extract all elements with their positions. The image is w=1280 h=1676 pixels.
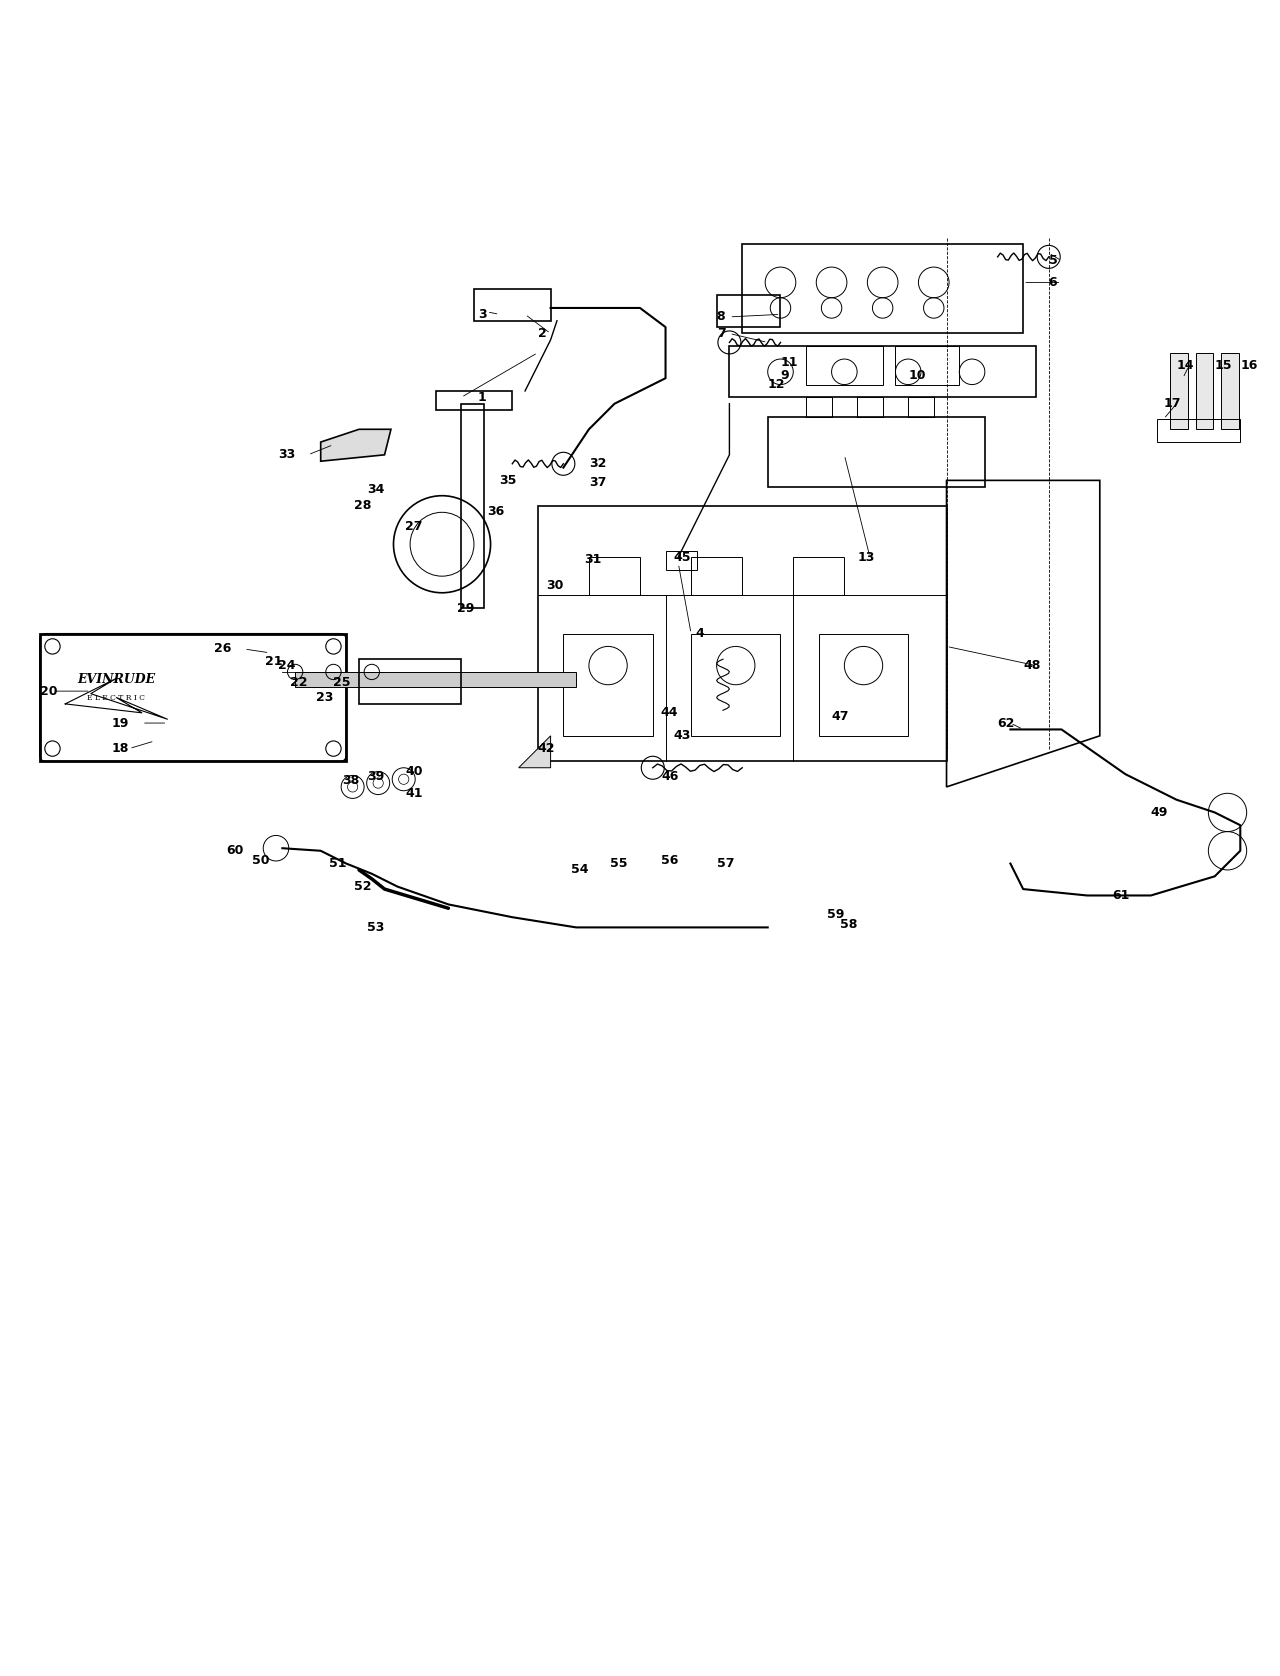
Bar xyxy=(666,551,698,570)
Text: 58: 58 xyxy=(840,918,858,932)
Text: 22: 22 xyxy=(291,675,308,689)
Bar xyxy=(538,506,946,761)
Text: 38: 38 xyxy=(342,774,358,788)
Text: 23: 23 xyxy=(316,691,334,704)
Text: 46: 46 xyxy=(660,771,678,783)
Text: 34: 34 xyxy=(367,483,384,496)
Bar xyxy=(589,556,640,595)
Text: 29: 29 xyxy=(457,602,474,615)
Text: 47: 47 xyxy=(832,711,849,722)
Text: 4: 4 xyxy=(695,627,704,640)
Bar xyxy=(806,397,832,417)
Text: 11: 11 xyxy=(781,357,797,369)
Text: 40: 40 xyxy=(406,764,422,778)
Text: 2: 2 xyxy=(538,327,547,340)
Bar xyxy=(691,634,781,736)
Bar xyxy=(730,347,1036,397)
Text: 59: 59 xyxy=(827,908,845,922)
Text: 60: 60 xyxy=(227,845,244,856)
Text: E L E C T R I C: E L E C T R I C xyxy=(87,694,146,702)
Bar xyxy=(896,347,959,384)
Bar xyxy=(1196,352,1213,429)
Text: 57: 57 xyxy=(717,856,735,870)
Text: 19: 19 xyxy=(111,717,129,729)
Bar xyxy=(691,556,742,595)
Text: 20: 20 xyxy=(40,684,58,697)
Text: 50: 50 xyxy=(252,855,270,868)
Text: 6: 6 xyxy=(1048,277,1057,288)
Bar xyxy=(40,634,346,761)
Text: 35: 35 xyxy=(499,474,517,486)
Text: 37: 37 xyxy=(589,476,607,489)
Text: 30: 30 xyxy=(547,578,563,592)
Bar xyxy=(1221,352,1239,429)
Bar xyxy=(296,672,576,687)
Text: 45: 45 xyxy=(673,550,691,563)
Bar xyxy=(742,245,1023,334)
Text: EVINRUDE: EVINRUDE xyxy=(77,674,155,685)
Bar xyxy=(1170,352,1188,429)
Text: 61: 61 xyxy=(1112,888,1130,902)
Text: 5: 5 xyxy=(1048,255,1057,266)
Bar xyxy=(1157,419,1240,442)
Bar xyxy=(358,659,461,704)
Polygon shape xyxy=(518,736,550,768)
Text: 24: 24 xyxy=(278,659,296,672)
Text: 44: 44 xyxy=(660,706,678,719)
Bar xyxy=(806,347,883,384)
Text: 54: 54 xyxy=(571,863,589,877)
Text: 32: 32 xyxy=(589,458,607,471)
Text: 31: 31 xyxy=(584,553,602,566)
Text: 3: 3 xyxy=(479,308,486,320)
Bar xyxy=(461,404,484,608)
Text: 42: 42 xyxy=(538,742,556,756)
Text: 8: 8 xyxy=(717,310,726,323)
Text: 39: 39 xyxy=(367,771,384,783)
Text: 26: 26 xyxy=(214,642,232,655)
Text: 43: 43 xyxy=(673,729,691,742)
Text: 41: 41 xyxy=(406,786,422,799)
Bar xyxy=(858,397,883,417)
Bar xyxy=(819,634,909,736)
Text: 14: 14 xyxy=(1176,359,1194,372)
Text: 1: 1 xyxy=(477,391,486,404)
Text: 36: 36 xyxy=(486,504,504,518)
Bar xyxy=(717,295,781,327)
Text: 27: 27 xyxy=(406,520,422,533)
Text: 18: 18 xyxy=(111,742,129,756)
Bar xyxy=(909,397,934,417)
Text: 12: 12 xyxy=(768,379,785,391)
Bar xyxy=(768,417,984,486)
Bar xyxy=(794,556,845,595)
Text: 52: 52 xyxy=(355,880,371,893)
Text: 9: 9 xyxy=(781,369,788,382)
Text: 56: 56 xyxy=(660,855,678,868)
Text: 25: 25 xyxy=(334,675,351,689)
Text: 21: 21 xyxy=(265,655,283,669)
Text: 53: 53 xyxy=(367,920,384,934)
Text: 55: 55 xyxy=(609,856,627,870)
Text: 51: 51 xyxy=(329,856,346,870)
Text: 7: 7 xyxy=(717,327,726,340)
Bar xyxy=(563,634,653,736)
Text: 33: 33 xyxy=(278,449,296,461)
Text: 17: 17 xyxy=(1164,397,1181,411)
Text: 13: 13 xyxy=(858,550,874,563)
Text: 10: 10 xyxy=(909,369,925,382)
Text: 16: 16 xyxy=(1240,359,1258,372)
Text: 28: 28 xyxy=(355,499,371,513)
Polygon shape xyxy=(321,429,390,461)
Text: 15: 15 xyxy=(1215,359,1233,372)
Bar xyxy=(474,288,550,320)
Text: 48: 48 xyxy=(1023,659,1041,672)
Text: 62: 62 xyxy=(997,717,1015,729)
Text: 49: 49 xyxy=(1151,806,1169,820)
Bar xyxy=(435,391,512,411)
